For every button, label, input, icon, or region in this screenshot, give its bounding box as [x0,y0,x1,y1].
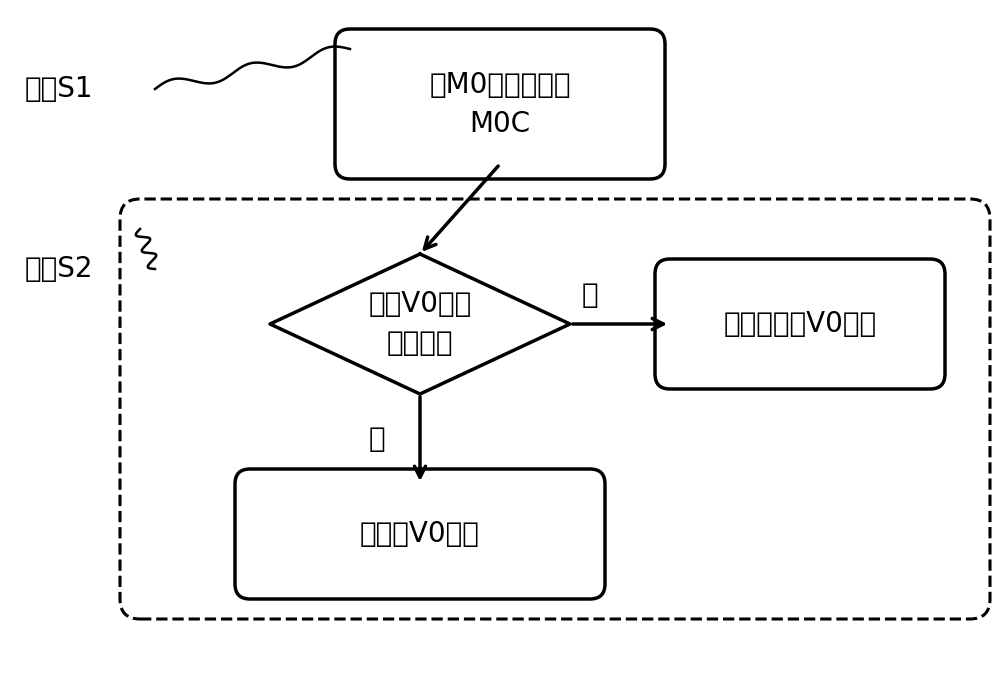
Text: 步骤S2: 步骤S2 [25,255,94,283]
Text: 步骤S1: 步骤S1 [25,75,94,103]
Text: 不添加V0通孔: 不添加V0通孔 [360,520,480,548]
Text: 添加缺少的V0通孔: 添加缺少的V0通孔 [723,310,877,338]
Text: 是: 是 [368,425,385,453]
Text: 在M0切断层添加
M0C: 在M0切断层添加 M0C [429,70,571,137]
FancyBboxPatch shape [335,29,665,179]
FancyBboxPatch shape [655,259,945,389]
Text: 判断V0通孔
是否足够: 判断V0通孔 是否足够 [368,291,472,358]
FancyBboxPatch shape [235,469,605,599]
Text: 否: 否 [582,281,598,309]
Polygon shape [270,254,570,394]
